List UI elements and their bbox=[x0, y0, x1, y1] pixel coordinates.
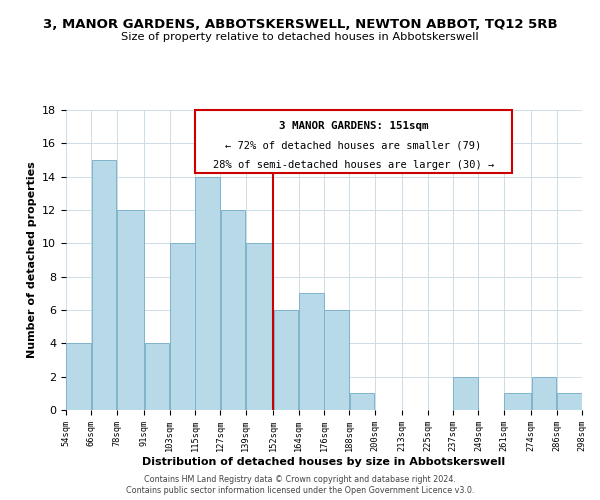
Text: 3 MANOR GARDENS: 151sqm: 3 MANOR GARDENS: 151sqm bbox=[279, 121, 428, 131]
Text: Contains HM Land Registry data © Crown copyright and database right 2024.: Contains HM Land Registry data © Crown c… bbox=[144, 475, 456, 484]
Bar bbox=[454, 376, 478, 410]
X-axis label: Distribution of detached houses by size in Abbotskerswell: Distribution of detached houses by size … bbox=[142, 457, 506, 467]
Bar bbox=[170, 244, 194, 410]
Text: 28% of semi-detached houses are larger (30) →: 28% of semi-detached houses are larger (… bbox=[213, 160, 494, 170]
Bar bbox=[117, 210, 144, 410]
FancyBboxPatch shape bbox=[195, 110, 512, 174]
Bar bbox=[504, 394, 531, 410]
Bar bbox=[557, 394, 581, 410]
Bar bbox=[67, 344, 91, 410]
Y-axis label: Number of detached properties: Number of detached properties bbox=[26, 162, 37, 358]
Text: ← 72% of detached houses are smaller (79): ← 72% of detached houses are smaller (79… bbox=[226, 141, 482, 151]
Bar bbox=[221, 210, 245, 410]
Bar bbox=[246, 244, 273, 410]
Bar bbox=[196, 176, 220, 410]
Text: Contains public sector information licensed under the Open Government Licence v3: Contains public sector information licen… bbox=[126, 486, 474, 495]
Bar bbox=[350, 394, 374, 410]
Text: 3, MANOR GARDENS, ABBOTSKERSWELL, NEWTON ABBOT, TQ12 5RB: 3, MANOR GARDENS, ABBOTSKERSWELL, NEWTON… bbox=[43, 18, 557, 30]
Bar bbox=[325, 310, 349, 410]
Bar bbox=[145, 344, 169, 410]
Bar bbox=[299, 294, 323, 410]
Bar bbox=[532, 376, 556, 410]
Bar bbox=[92, 160, 116, 410]
Bar bbox=[274, 310, 298, 410]
Text: Size of property relative to detached houses in Abbotskerswell: Size of property relative to detached ho… bbox=[121, 32, 479, 42]
